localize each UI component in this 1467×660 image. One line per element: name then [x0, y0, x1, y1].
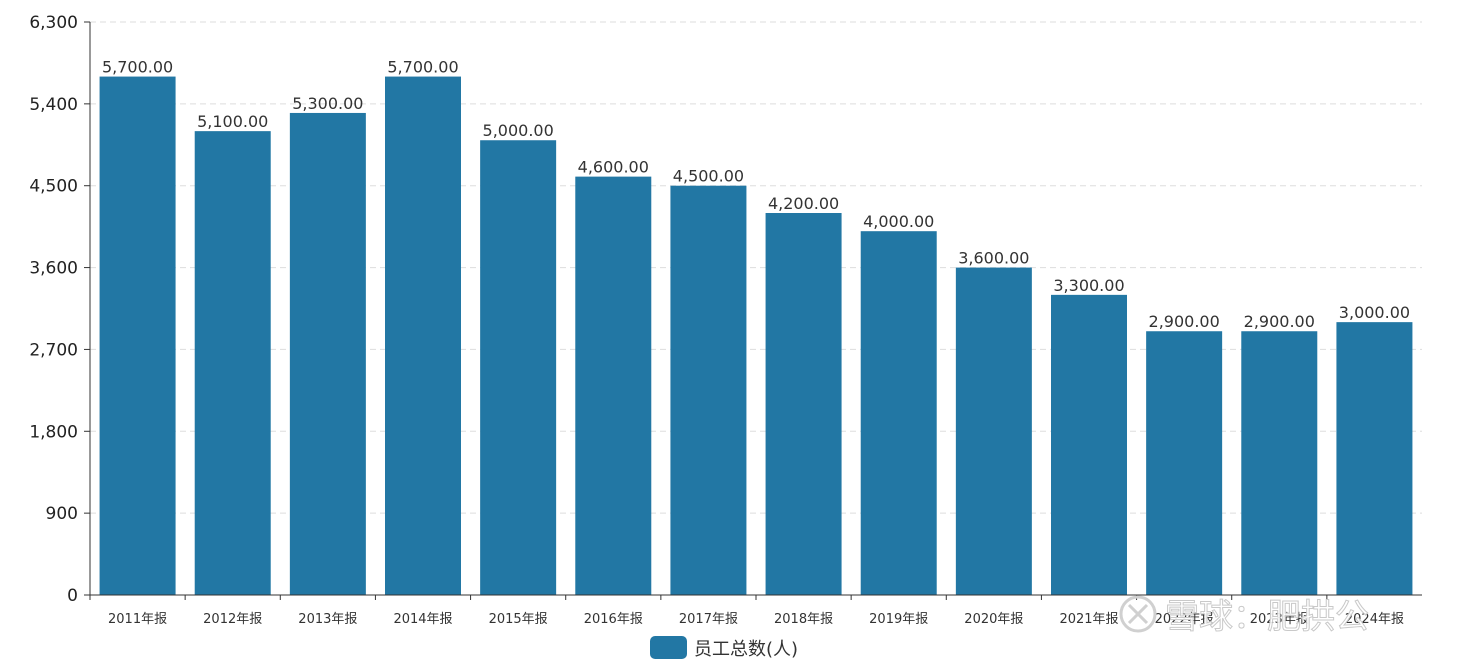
- bar[interactable]: [765, 213, 842, 595]
- bar[interactable]: [99, 76, 176, 596]
- x-tick-label: 2016年报: [584, 612, 643, 627]
- data-label: 4,600.00: [578, 158, 649, 177]
- x-axis-ticks: 2011年报 2012年报 2013年报 2014年报 2015年报 2016年报 2017…: [89, 595, 1404, 627]
- bar[interactable]: [670, 185, 747, 595]
- y-tick-label: 4,500: [29, 177, 78, 197]
- x-tick-label: 2018年报: [774, 612, 833, 627]
- x-tick-label: 2020年报: [964, 612, 1023, 627]
- bar[interactable]: [289, 112, 366, 595]
- bar[interactable]: [194, 131, 271, 595]
- legend-swatch: [650, 636, 687, 659]
- y-tick-label: 900: [46, 504, 78, 524]
- y-tick-label: 3,600: [29, 259, 78, 279]
- snowball-logo-icon: [1119, 595, 1157, 633]
- bar[interactable]: [1241, 331, 1318, 595]
- bar[interactable]: [860, 231, 937, 595]
- bar[interactable]: [955, 267, 1032, 595]
- data-label: 5,700.00: [387, 58, 458, 77]
- bar[interactable]: [1051, 294, 1127, 595]
- data-label: 4,200.00: [768, 194, 839, 213]
- data-label: 4,500.00: [673, 167, 744, 186]
- x-tick-label: 2011年报: [108, 612, 167, 627]
- axes: [89, 22, 1422, 596]
- x-tick-label: 2012年报: [203, 612, 262, 627]
- legend[interactable]: 员工总数(人): [650, 636, 798, 660]
- x-tick-label: 2019年报: [869, 612, 928, 627]
- grid-lines: [90, 21, 1422, 514]
- data-label: 2,900.00: [1149, 312, 1220, 331]
- watermark: 雪球：肥拱公: [1119, 595, 1370, 638]
- x-tick-label: 2014年报: [393, 612, 452, 627]
- data-label: 5,100.00: [197, 112, 268, 131]
- x-tick-label: 2021年报: [1059, 612, 1118, 627]
- bar[interactable]: [385, 76, 461, 596]
- x-tick-label: 2023年报: [1250, 612, 1309, 627]
- y-tick-label: 1,800: [29, 422, 78, 442]
- bars: [99, 76, 1413, 596]
- x-tick-label: 2015年报: [489, 612, 548, 627]
- data-label: 3,300.00: [1053, 276, 1124, 295]
- bar[interactable]: [1146, 331, 1223, 595]
- data-label: 5,000.00: [483, 121, 554, 140]
- legend-label: 员工总数(人): [694, 639, 798, 660]
- data-labels: 5,700.00 5,100.00 5,300.00 5,700.00 5,000.00…: [102, 58, 1410, 332]
- x-tick-label: 2024年报: [1345, 612, 1404, 627]
- y-axis-ticks: 0 900 1,800 2,700 3,600 4,500 5,400 6,300: [29, 13, 90, 606]
- x-tick-label: 2013年报: [298, 612, 357, 627]
- bar[interactable]: [1336, 322, 1413, 595]
- y-tick-label: 6,300: [29, 13, 78, 33]
- bar[interactable]: [480, 140, 557, 595]
- data-label: 2,900.00: [1244, 312, 1315, 331]
- data-label: 5,700.00: [102, 58, 173, 77]
- data-label: 3,000.00: [1339, 303, 1410, 322]
- data-label: 4,000.00: [863, 212, 934, 231]
- data-label: 5,300.00: [292, 94, 363, 113]
- data-label: 3,600.00: [958, 249, 1029, 268]
- y-tick-label: 2,700: [29, 340, 78, 360]
- watermark-text: 雪球：肥拱公: [1165, 597, 1369, 637]
- y-tick-label: 0: [67, 586, 78, 606]
- x-tick-label: 2022年报: [1155, 612, 1214, 627]
- y-tick-label: 5,400: [29, 95, 78, 115]
- bar[interactable]: [575, 176, 652, 595]
- x-tick-label: 2017年报: [679, 612, 738, 627]
